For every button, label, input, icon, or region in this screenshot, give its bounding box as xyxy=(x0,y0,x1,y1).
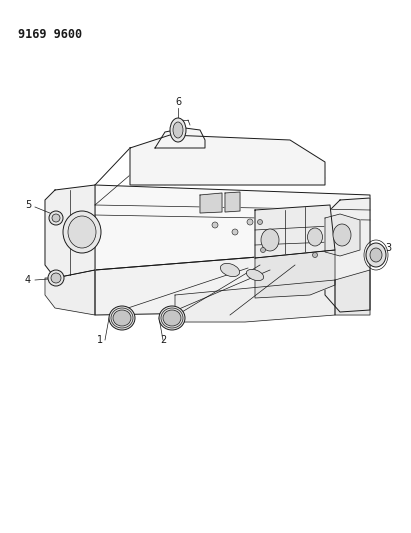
Ellipse shape xyxy=(52,214,60,222)
Ellipse shape xyxy=(366,243,386,267)
Ellipse shape xyxy=(212,222,218,228)
Ellipse shape xyxy=(170,118,186,142)
Polygon shape xyxy=(45,185,95,278)
Polygon shape xyxy=(325,198,370,312)
Ellipse shape xyxy=(307,228,323,246)
Polygon shape xyxy=(95,185,370,270)
Polygon shape xyxy=(45,270,95,315)
Ellipse shape xyxy=(220,263,240,277)
Polygon shape xyxy=(335,270,370,315)
Polygon shape xyxy=(255,250,335,298)
Ellipse shape xyxy=(173,122,183,138)
Polygon shape xyxy=(175,280,335,322)
Text: 6: 6 xyxy=(175,97,181,107)
Ellipse shape xyxy=(261,229,279,251)
Ellipse shape xyxy=(109,306,135,330)
Ellipse shape xyxy=(261,247,266,253)
Ellipse shape xyxy=(247,219,253,225)
Ellipse shape xyxy=(63,211,101,253)
Ellipse shape xyxy=(312,253,318,257)
Text: 4: 4 xyxy=(25,275,31,285)
Ellipse shape xyxy=(159,306,185,330)
Polygon shape xyxy=(95,248,370,315)
Text: 5: 5 xyxy=(25,200,31,210)
Polygon shape xyxy=(255,205,335,258)
Polygon shape xyxy=(225,192,240,212)
Polygon shape xyxy=(200,193,222,213)
Ellipse shape xyxy=(246,269,263,280)
Ellipse shape xyxy=(48,270,64,286)
Ellipse shape xyxy=(49,211,63,225)
Ellipse shape xyxy=(113,310,131,326)
Polygon shape xyxy=(130,135,325,185)
Ellipse shape xyxy=(232,229,238,235)
Ellipse shape xyxy=(333,224,351,246)
Polygon shape xyxy=(325,214,360,256)
Ellipse shape xyxy=(51,273,61,283)
Text: 9169 9600: 9169 9600 xyxy=(18,28,82,41)
Text: 1: 1 xyxy=(97,335,103,345)
Text: 3: 3 xyxy=(385,243,391,253)
Text: 2: 2 xyxy=(160,335,166,345)
Ellipse shape xyxy=(370,248,382,262)
Ellipse shape xyxy=(163,310,181,326)
Polygon shape xyxy=(155,128,205,148)
Ellipse shape xyxy=(258,220,263,224)
Ellipse shape xyxy=(68,216,96,248)
